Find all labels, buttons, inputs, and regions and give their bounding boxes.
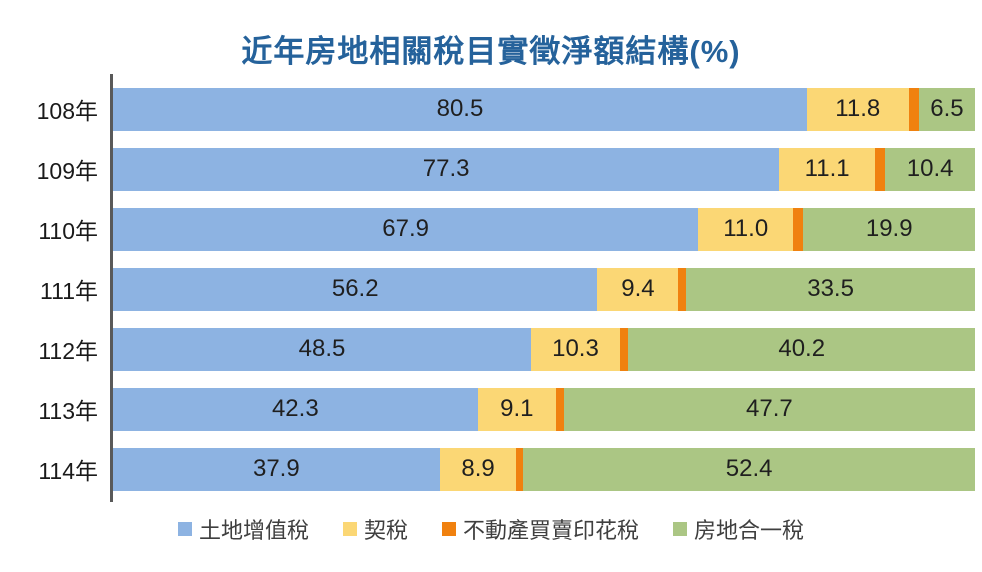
segment-real-estate-sale-stamp-tax <box>793 207 804 251</box>
segment-house-land-unified-income-tax: 40.2 <box>628 327 975 371</box>
legend-swatch-house-land-unified-income-tax <box>673 522 688 536</box>
category-label: 109年 <box>36 158 98 184</box>
legend-label: 不動產買賣印花稅 <box>463 518 640 543</box>
category-label: 108年 <box>36 98 98 124</box>
segment-value-label: 8.9 <box>461 455 495 482</box>
segment-land-value-increment-tax: 42.3 <box>113 387 478 431</box>
legend-label: 房地合一稅 <box>694 518 805 543</box>
segment-value-label: 6.5 <box>930 95 964 122</box>
segment-value-label: 33.5 <box>807 275 854 302</box>
segment-value-label: 56.2 <box>331 275 379 302</box>
segment-value-label: 52.4 <box>725 455 773 482</box>
category-label: 114年 <box>38 458 98 484</box>
segment-land-value-increment-tax: 77.3 <box>113 147 780 191</box>
segment-land-value-increment-tax: 67.9 <box>113 207 699 251</box>
segment-value-label: 11.1 <box>804 155 850 182</box>
segment-deed-tax: 9.4 <box>597 267 679 311</box>
segment-real-estate-sale-stamp-tax <box>619 327 629 371</box>
legend-swatch-deed-tax <box>342 522 357 536</box>
bar-track: 80.5 11.8 6.5 <box>113 87 975 131</box>
segment-value-label: 19.9 <box>865 215 913 242</box>
bar-row: 111年 56.2 9.4 33.5 <box>0 259 982 319</box>
segment-value-label: 10.4 <box>906 155 954 182</box>
segment-house-land-unified-income-tax: 19.9 <box>803 207 975 251</box>
bar-track: 48.5 10.3 40.2 <box>113 327 975 371</box>
legend-item-deed-tax: 契稅 <box>342 513 408 545</box>
segment-land-value-increment-tax: 37.9 <box>113 447 440 491</box>
bar-row: 108年 80.5 11.8 6.5 <box>0 79 982 139</box>
bar-track: 37.9 8.9 52.4 <box>113 447 975 491</box>
bar-track: 42.3 9.1 47.7 <box>113 387 975 431</box>
bar-rows: 108年 80.5 11.8 6.5 109年 77.3 11.1 10.4 110年 67.9 1… <box>0 79 982 499</box>
bar-row: 110年 67.9 11.0 19.9 <box>0 199 982 259</box>
bar-track: 56.2 9.4 33.5 <box>113 267 975 311</box>
segment-deed-tax: 8.9 <box>439 447 517 491</box>
legend: 土地增值稅 契稅 不動產買賣印花稅 房地合一稅 <box>0 513 982 545</box>
segment-value-label: 42.3 <box>271 395 319 422</box>
legend-item-house-land-unified-income-tax: 房地合一稅 <box>673 513 804 545</box>
segment-value-label: 11.8 <box>835 95 881 122</box>
segment-land-value-increment-tax: 56.2 <box>113 267 598 311</box>
y-axis-line <box>110 74 113 502</box>
bar-track: 77.3 11.1 10.4 <box>113 147 975 191</box>
segment-real-estate-sale-stamp-tax <box>908 87 919 131</box>
segment-value-label: 80.5 <box>436 95 484 122</box>
segment-house-land-unified-income-tax: 33.5 <box>686 267 975 311</box>
segment-value-label: 11.0 <box>723 215 769 242</box>
category-label: 111年 <box>40 278 98 304</box>
segment-value-label: 9.4 <box>621 275 655 302</box>
legend-label: 土地增值稅 <box>198 518 309 543</box>
bar-track: 67.9 11.0 19.9 <box>113 207 975 251</box>
legend-item-real-estate-sale-stamp-tax: 不動產買賣印花稅 <box>442 513 639 545</box>
category-label: 112年 <box>38 338 98 364</box>
category-label: 113年 <box>38 398 98 424</box>
segment-real-estate-sale-stamp-tax <box>556 387 564 431</box>
segment-deed-tax: 11.8 <box>806 87 909 131</box>
segment-deed-tax: 11.0 <box>698 207 794 251</box>
segment-deed-tax: 10.3 <box>531 327 620 371</box>
bar-row: 109年 77.3 11.1 10.4 <box>0 139 982 199</box>
segment-value-label: 47.7 <box>746 395 793 422</box>
segment-value-label: 77.3 <box>422 155 470 182</box>
segment-deed-tax: 11.1 <box>779 147 875 191</box>
segment-house-land-unified-income-tax: 52.4 <box>523 447 975 491</box>
segment-value-label: 9.1 <box>500 395 534 422</box>
bar-row: 114年 37.9 8.9 52.4 <box>0 439 982 499</box>
legend-swatch-real-estate-sale-stamp-tax <box>442 522 456 536</box>
segment-value-label: 40.2 <box>778 335 826 362</box>
bar-row: 112年 48.5 10.3 40.2 <box>0 319 982 379</box>
chart-title: 近年房地相關稅目實徵淨額結構(%) <box>241 34 741 69</box>
segment-house-land-unified-income-tax: 6.5 <box>918 87 975 131</box>
segment-real-estate-sale-stamp-tax <box>874 147 886 191</box>
segment-value-label: 37.9 <box>252 455 300 482</box>
segment-house-land-unified-income-tax: 10.4 <box>885 147 975 191</box>
bar-row: 113年 42.3 9.1 47.7 <box>0 379 982 439</box>
legend-swatch-land-value-increment-tax <box>177 522 192 536</box>
legend-item-land-value-increment-tax: 土地增值稅 <box>177 513 309 545</box>
segment-value-label: 48.5 <box>298 335 346 362</box>
plot-area: 108年 80.5 11.8 6.5 109年 77.3 11.1 10.4 110年 67.9 1… <box>0 74 982 502</box>
legend-label: 契稅 <box>363 518 408 543</box>
segment-value-label: 10.3 <box>552 335 599 362</box>
segment-real-estate-sale-stamp-tax <box>516 447 524 491</box>
segment-house-land-unified-income-tax: 47.7 <box>563 387 975 431</box>
segment-value-label: 67.9 <box>382 215 429 242</box>
segment-deed-tax: 9.1 <box>477 387 557 431</box>
segment-land-value-increment-tax: 48.5 <box>113 327 532 371</box>
category-label: 110年 <box>38 218 98 244</box>
segment-real-estate-sale-stamp-tax <box>678 267 687 311</box>
segment-land-value-increment-tax: 80.5 <box>113 87 807 131</box>
